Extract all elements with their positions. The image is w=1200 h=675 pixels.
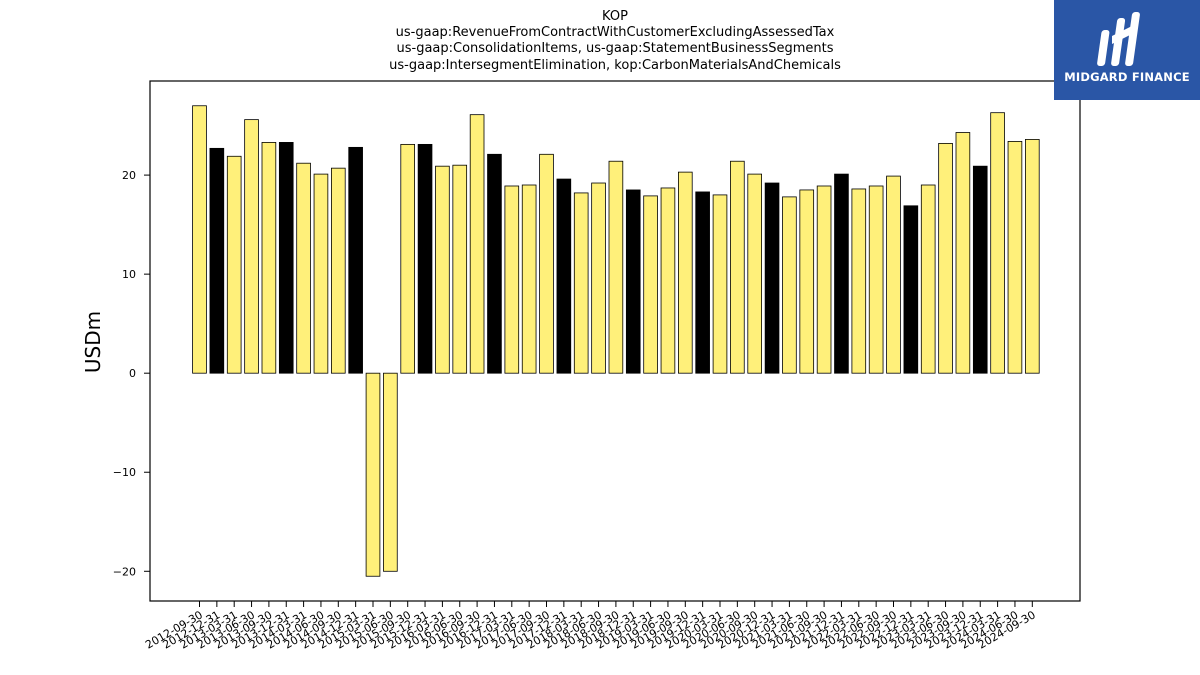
- bar-2012-09-30: [192, 105, 207, 374]
- bar-2022-12-31: [903, 205, 919, 374]
- bar-2014-06-30: [313, 173, 329, 374]
- chart-title: KOP us-gaap:RevenueFromContractWithCusto…: [389, 9, 841, 73]
- bar-2016-09-30: [469, 114, 485, 374]
- bar-2017-12-31: [556, 178, 572, 374]
- bar-2013-09-30: [261, 142, 277, 374]
- bar-2018-12-31: [625, 189, 641, 374]
- bar-2013-03-31: [226, 155, 242, 374]
- bar-2016-06-30: [452, 164, 468, 374]
- bar-2015-06-30: [383, 372, 398, 572]
- brand-name: MIDGARD FINANCE: [1064, 70, 1190, 84]
- y-tick-label: 10: [122, 268, 136, 281]
- chart-title-line-2: us-gaap:RevenueFromContractWithCustomerE…: [396, 25, 835, 40]
- bar-2021-03-31: [782, 196, 797, 374]
- bar-2024-03-31: [990, 112, 1005, 374]
- bar-2015-12-31: [417, 143, 433, 374]
- bar-2013-12-31: [278, 142, 294, 374]
- y-tick-label: 0: [129, 367, 136, 380]
- bar-2024-09-30: [1025, 139, 1040, 374]
- bar-2017-06-30: [521, 184, 537, 374]
- bar-2020-09-30: [747, 173, 762, 374]
- bar-2014-03-31: [296, 162, 311, 374]
- bar-2019-12-31: [695, 191, 710, 374]
- bar-2021-06-30: [799, 189, 815, 374]
- bar-2018-09-30: [608, 160, 624, 374]
- bar-2014-09-30: [330, 167, 346, 374]
- bar-2016-12-31: [487, 153, 502, 374]
- bar-2018-06-30: [591, 182, 606, 374]
- y-tick-label: 20: [122, 169, 136, 182]
- bar-2020-03-31: [712, 194, 728, 374]
- bar-2019-03-31: [643, 195, 658, 374]
- bar-2021-12-31: [834, 173, 849, 374]
- x-axis-ticks: 2012-09-302012-12-312013-03-312013-06-30…: [143, 601, 1038, 652]
- bar-2017-03-31: [504, 185, 520, 374]
- plot-frame: [149, 80, 1081, 602]
- bar-2015-03-31: [365, 372, 381, 577]
- y-tick-label: −10: [113, 466, 136, 479]
- brand-logo: MIDGARD FINANCE: [1054, 0, 1200, 100]
- bar-2017-09-30: [539, 153, 554, 374]
- bar-2018-03-31: [573, 192, 589, 374]
- y-axis-label: USDm: [81, 311, 105, 373]
- bar-2020-12-31: [764, 182, 780, 374]
- y-tick-label: −20: [113, 565, 136, 578]
- bar-2016-03-31: [435, 165, 450, 374]
- bar-2024-06-30: [1007, 141, 1023, 374]
- bar-2023-06-30: [938, 142, 953, 374]
- bar-2013-06-30: [244, 119, 259, 374]
- chart-title-line-4: us-gaap:IntersegmentElimination, kop:Car…: [389, 58, 841, 73]
- bar-2021-09-30: [816, 185, 832, 374]
- brand-mark-icon: [1097, 12, 1140, 66]
- bar-2023-03-31: [920, 184, 936, 374]
- bar-2022-06-30: [868, 185, 884, 374]
- bar-2014-12-31: [348, 146, 363, 374]
- bar-2019-06-30: [660, 187, 676, 374]
- bar-2015-09-30: [400, 143, 415, 374]
- bar-2012-12-31: [209, 147, 225, 374]
- bar-2022-09-30: [886, 175, 901, 374]
- chart-title-line-3: us-gaap:ConsolidationItems, us-gaap:Stat…: [396, 41, 833, 56]
- chart-title-line-1: KOP: [602, 9, 628, 24]
- bar-2023-09-30: [955, 132, 971, 374]
- bar-2023-12-31: [972, 165, 988, 374]
- y-axis-ticks: −20 −10 0 10 20: [113, 169, 150, 578]
- bar-2019-09-30: [678, 171, 693, 374]
- bar-2020-06-30: [730, 160, 745, 374]
- bar-2022-03-31: [851, 188, 867, 374]
- bars-group: [192, 105, 1040, 577]
